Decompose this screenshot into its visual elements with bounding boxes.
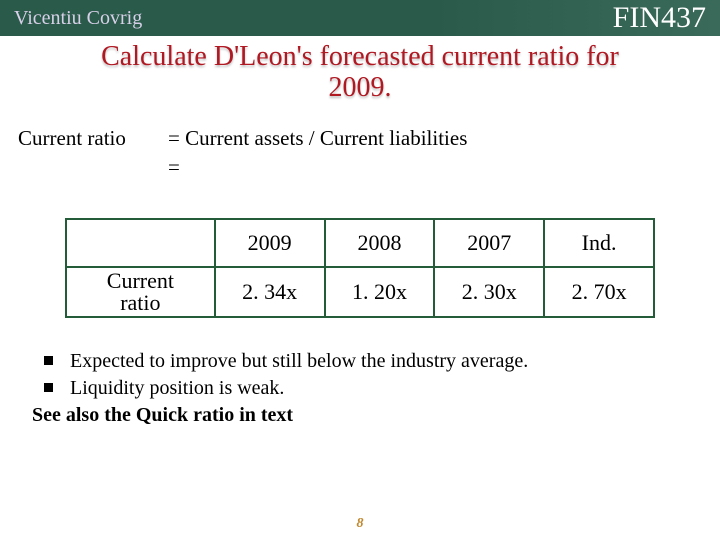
table-header-2007: 2007: [434, 219, 544, 267]
header-author: Vicentiu Covrig: [14, 7, 142, 30]
title-line-1: Calculate D'Leon's forecasted current ra…: [24, 42, 696, 73]
bullet-item-1: Expected to improve but still below the …: [44, 348, 720, 375]
table-cell-2009: 2. 34x: [215, 267, 325, 317]
header-bar: Vicentiu Covrig FIN437: [0, 0, 720, 36]
formula-body: = Current assets / Current liabilities =: [168, 126, 467, 180]
table-header-ind: Ind.: [544, 219, 654, 267]
table-header-2008: 2008: [325, 219, 435, 267]
table-cell-ind: 2. 70x: [544, 267, 654, 317]
header-course: FIN437: [613, 1, 706, 35]
table-header-blank: [66, 219, 215, 267]
slide-title: Calculate D'Leon's forecasted current ra…: [0, 36, 720, 104]
table-header-row: 2009 2008 2007 Ind.: [66, 219, 654, 267]
table-row: Current ratio 2. 34x 1. 20x 2. 30x 2. 70…: [66, 267, 654, 317]
table-header-2009: 2009: [215, 219, 325, 267]
title-line-2: 2009.: [24, 73, 696, 104]
table-row-label-text-2: ratio: [120, 290, 160, 315]
table-cell-2007: 2. 30x: [434, 267, 544, 317]
bullet-list: Expected to improve but still below the …: [44, 348, 720, 402]
formula-label: Current ratio: [18, 126, 168, 180]
formula-block: Current ratio = Current assets / Current…: [0, 104, 720, 180]
bullet-item-2: Liquidity position is weak.: [44, 375, 720, 402]
ratio-table: 2009 2008 2007 Ind. Current ratio 2. 34x…: [65, 218, 655, 318]
table: 2009 2008 2007 Ind. Current ratio 2. 34x…: [65, 218, 655, 318]
formula-line-1: = Current assets / Current liabilities: [168, 126, 467, 151]
formula-line-2: =: [168, 155, 467, 180]
table-row-label: Current ratio: [66, 267, 215, 317]
see-also-text: See also the Quick ratio in text: [32, 404, 720, 427]
table-cell-2008: 1. 20x: [325, 267, 435, 317]
bullet-block: Expected to improve but still below the …: [32, 348, 720, 427]
page-number: 8: [0, 516, 720, 532]
